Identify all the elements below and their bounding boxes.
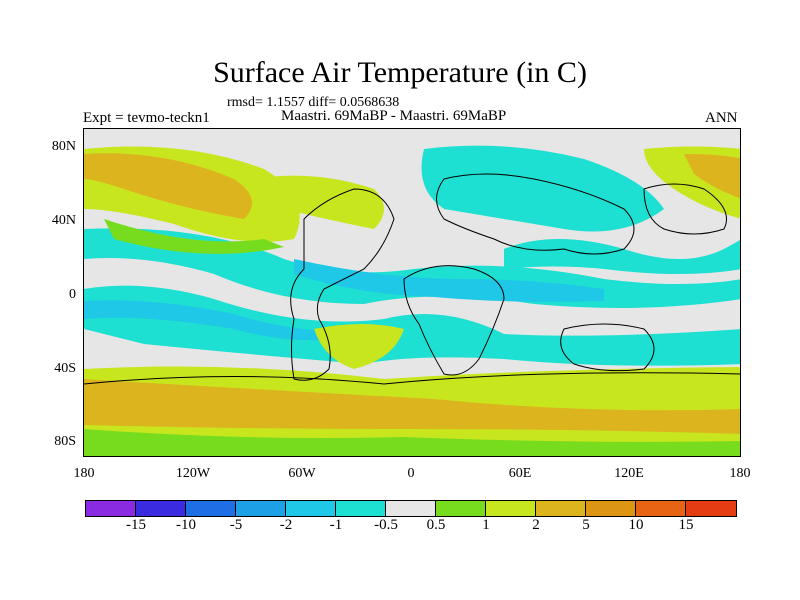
lon-label-120e: 120E (614, 466, 644, 481)
map-title: Surface Air Temperature (in C) (213, 56, 587, 89)
colorbar-tick-label: 10 (628, 517, 644, 533)
colorbar-tick-label: 15 (678, 517, 694, 533)
colorbar-swatch (486, 501, 536, 516)
colorbar-tick-label: 0.5 (426, 517, 446, 533)
lon-label-60e: 60E (508, 466, 532, 481)
colorbar-tick-label: -0.5 (374, 517, 398, 533)
colorbar-tick-label: 2 (532, 517, 540, 533)
colorbar-swatch (586, 501, 636, 516)
lon-label-180w: 180 (73, 466, 95, 481)
colorbar-swatch (286, 501, 336, 516)
season-label: ANN (705, 110, 738, 126)
colorbar-swatch (86, 501, 136, 516)
colorbar (85, 500, 737, 517)
lon-label-0: 0 (407, 466, 415, 481)
colorbar-swatch (186, 501, 236, 516)
colorbar-swatch (686, 501, 736, 516)
map-panel (83, 128, 741, 457)
colorbar-tick-label: -5 (229, 517, 243, 533)
colorbar-swatch (336, 501, 386, 516)
temperature-field (84, 129, 740, 456)
colorbar-tick-label: -2 (279, 517, 293, 533)
comparison-subtitle: Maastri. 69MaBP - Maastri. 69MaBP (281, 108, 507, 124)
colorbar-tick-label: -15 (126, 517, 146, 533)
colorbar-tick-label: 5 (582, 517, 590, 533)
experiment-label: Expt = tevmo-teckn1 (83, 110, 210, 126)
colorbar-tick-label: 1 (482, 517, 490, 533)
colorbar-swatch (536, 501, 586, 516)
lon-label-180e: 180 (729, 466, 751, 481)
lon-label-60w: 60W (288, 466, 316, 481)
colorbar-swatch (136, 501, 186, 516)
colorbar-swatch (436, 501, 486, 516)
lat-label-40n: 40N (51, 213, 76, 228)
colorbar-swatch (386, 501, 436, 516)
lon-label-120w: 120W (175, 466, 211, 481)
colorbar-swatch (236, 501, 286, 516)
lat-label-80n: 80N (51, 139, 76, 154)
colorbar-tick-label: -10 (176, 517, 196, 533)
stats-text: rmsd= 1.1557 diff= 0.0568638 (227, 95, 400, 110)
lat-label-80s: 80S (54, 434, 76, 449)
colorbar-swatch (636, 501, 686, 516)
lat-label-equator: 0 (69, 287, 76, 302)
lat-label-40s: 40S (54, 361, 76, 376)
colorbar-tick-label: -1 (329, 517, 343, 533)
